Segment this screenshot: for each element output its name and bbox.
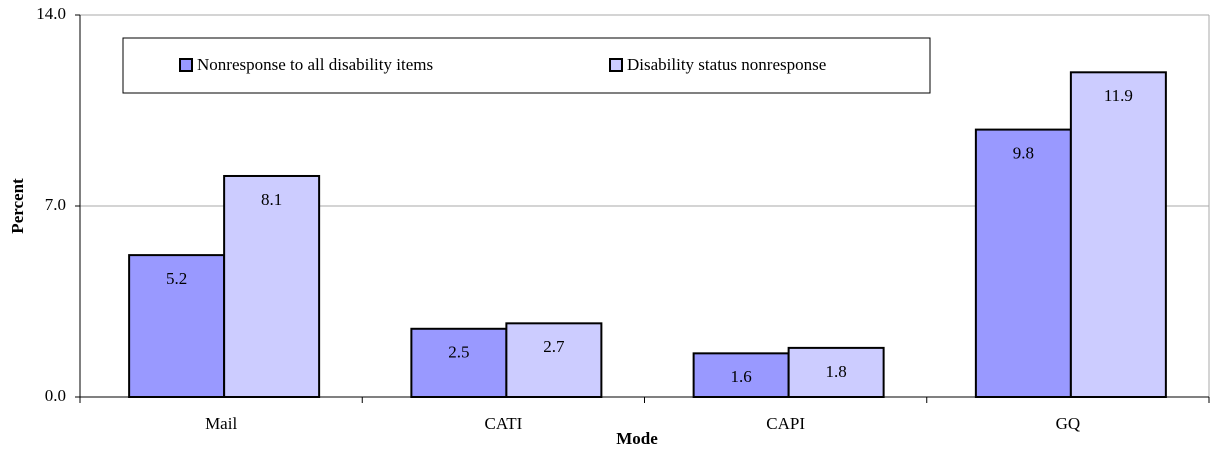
x-tick-label: Mail <box>205 414 237 433</box>
data-label: 1.8 <box>826 362 847 381</box>
data-label: 2.7 <box>543 337 565 356</box>
bar <box>974 128 1072 398</box>
y-tick-label: 14.0 <box>36 4 66 23</box>
y-tick-label: 0.0 <box>45 386 66 405</box>
data-label: 11.9 <box>1104 86 1133 105</box>
legend-label: Nonresponse to all disability items <box>197 55 433 74</box>
bar <box>223 174 321 398</box>
data-label: 2.5 <box>448 343 469 362</box>
data-label: 9.8 <box>1013 144 1034 163</box>
x-tick-label: CAPI <box>766 414 805 433</box>
bar <box>505 322 603 399</box>
legend-box <box>122 37 931 94</box>
bar <box>128 254 226 398</box>
data-label: 1.6 <box>731 367 752 386</box>
x-tick-label: GQ <box>1056 414 1081 433</box>
bar <box>692 352 790 399</box>
y-axis-label: Percent <box>8 178 27 234</box>
bar <box>1069 71 1167 399</box>
data-label: 8.1 <box>261 190 282 209</box>
legend-label: Disability status nonresponse <box>627 55 826 74</box>
y-tick-label: 7.0 <box>45 195 66 214</box>
bar <box>410 327 508 398</box>
legend-swatch <box>179 58 193 72</box>
x-axis-label: Mode <box>616 429 658 448</box>
legend-swatch <box>609 58 623 72</box>
x-tick-label: CATI <box>484 414 522 433</box>
data-label: 5.2 <box>166 269 187 288</box>
